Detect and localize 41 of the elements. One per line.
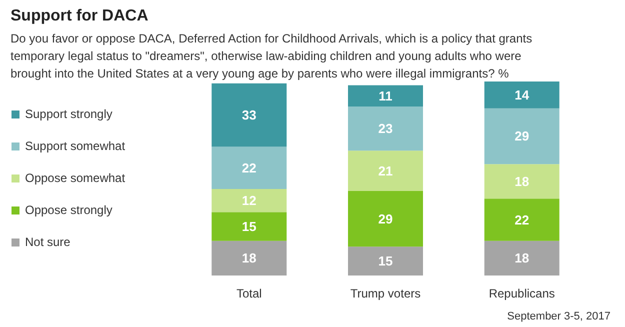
data-label: 23 — [378, 121, 393, 136]
legend-label: Oppose somewhat — [25, 170, 126, 184]
bar — [348, 85, 423, 106]
bar — [484, 81, 560, 108]
data-label: 18 — [242, 250, 256, 266]
data-label: 18 — [514, 250, 530, 266]
bar — [348, 190, 423, 247]
data-label: 29 — [378, 211, 393, 226]
bar — [212, 146, 287, 190]
legend-label: Oppose strongly — [25, 202, 112, 216]
bar — [484, 240, 560, 276]
bar — [212, 212, 287, 241]
data-label: 33 — [242, 108, 256, 123]
data-label: 29 — [514, 128, 530, 144]
legend-label: Support somewhat — [25, 138, 126, 152]
data-label: 15 — [378, 254, 393, 269]
data-label: 22 — [514, 212, 530, 228]
bar — [484, 164, 560, 199]
bar — [212, 189, 287, 212]
bar — [212, 240, 287, 276]
data-label: 18 — [514, 174, 530, 189]
text: September 3-5, 2017 — [507, 310, 611, 322]
bar — [348, 150, 423, 191]
chart-subtitle: Do you favor or oppose DACA, Deferred Action for Childhood Arrivals, which is a policy that grants temporary legal status to "dreamers", otherwise law-abiding children and young adults who were brought into the United States at a very young age by parents who were illegal immigrants? % — [10, 32, 532, 80]
legend-label: Not sure — [25, 234, 70, 248]
bar — [212, 83, 287, 147]
bar — [484, 108, 560, 164]
data-label: 21 — [378, 163, 393, 178]
chart-title: Support for DACA — [10, 8, 149, 24]
legend-label: Support strongly — [25, 106, 112, 120]
x-tick-label: Trump voters — [350, 286, 421, 300]
x-tick-label: Republicans — [488, 286, 555, 300]
data-label: 22 — [242, 160, 256, 176]
data-label: 11 — [378, 88, 392, 104]
data-label: 12 — [242, 193, 256, 208]
data-label: 14 — [514, 87, 530, 102]
bar — [348, 246, 423, 276]
x-tick-label: Total — [236, 286, 262, 300]
data-label: 15 — [242, 219, 256, 234]
bar — [484, 198, 560, 241]
bar — [348, 106, 423, 151]
